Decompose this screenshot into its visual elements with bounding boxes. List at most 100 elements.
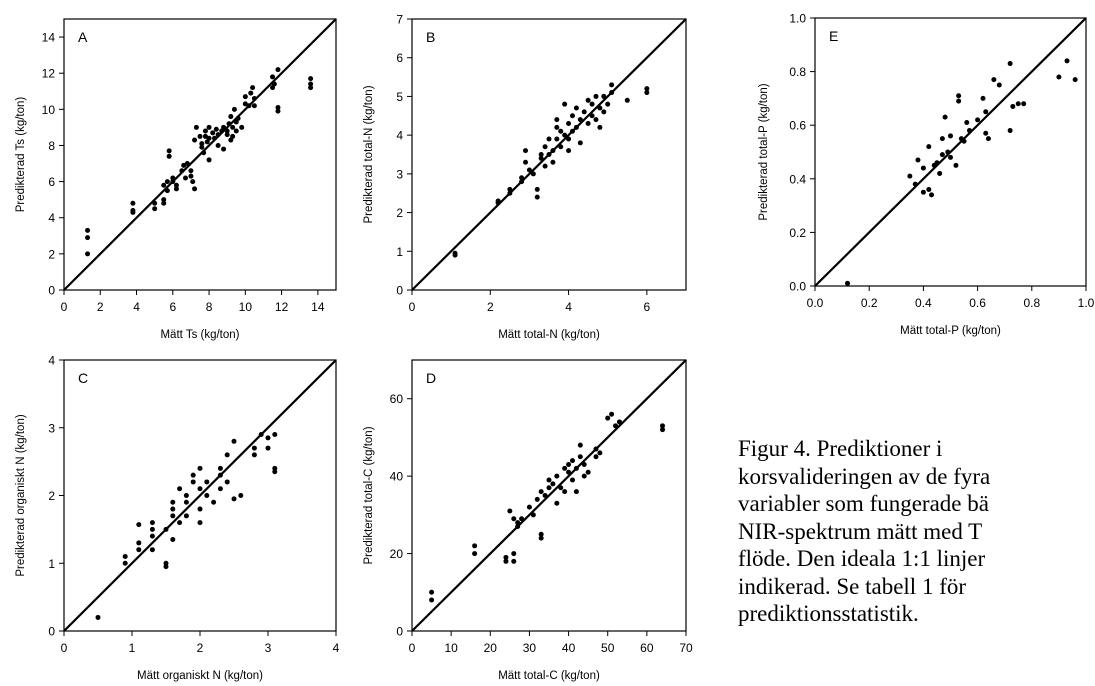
panel-a-data-point [164, 179, 170, 185]
panel-a-data-point [224, 128, 230, 134]
panel-d-data-point [538, 531, 544, 537]
panel-e-data-point [945, 149, 951, 155]
panel-c-data-point [170, 506, 176, 512]
panel-b-data-point [554, 117, 560, 123]
panel-b-data-point [601, 93, 607, 99]
panel-c-data-point [238, 493, 244, 498]
panel-d-data-point [558, 485, 564, 491]
panel-d-data-point [577, 454, 583, 460]
panel-b-data-point [558, 144, 564, 150]
panel-d-data-point [593, 446, 599, 452]
panel-e-data-point [966, 128, 972, 134]
panel-d-x-tick-label: 10 [444, 641, 458, 655]
panel-e-data-point [1056, 74, 1062, 80]
panel-b-y-tick-label: 1 [396, 245, 403, 259]
panel-e-data-point [983, 130, 989, 136]
panel-e-identity-line [814, 17, 1087, 287]
panel-e-data-point [920, 189, 926, 195]
panel-e-x-tick-label: 0.4 [915, 296, 932, 310]
panel-a-data-point [188, 173, 194, 179]
panel-a-data-point [206, 124, 212, 130]
panel-b-data-point [507, 190, 513, 196]
panel-d-data-point [503, 554, 509, 560]
panel-e-data-point [953, 162, 959, 168]
panel-b-x-tick-label: 6 [644, 300, 651, 314]
panel-a-data-point [210, 130, 216, 136]
panel-d-data-point [569, 477, 575, 483]
panel-d-data-point [593, 454, 599, 460]
panel-a-data-point [179, 168, 185, 174]
panel-c-data-point [197, 465, 203, 471]
panel-c-data-point [251, 452, 257, 458]
panel-c-data-point [122, 560, 128, 566]
panel-c-x-tick-label: 4 [333, 641, 340, 655]
panel-a-data-point [173, 182, 179, 188]
panel-d-data-point [660, 423, 666, 429]
panel-c-x-tick-label: 3 [265, 641, 272, 655]
panel-d-data-point [554, 473, 560, 479]
panel-e-data-point [912, 181, 918, 187]
panel-a-data-point [221, 124, 227, 130]
panel-e-y-tick-label: 1.0 [789, 12, 806, 26]
caption-line: korsvalideringen av de fyra [738, 463, 991, 489]
panel-b-data-point [573, 105, 579, 111]
panel-b-data-point [550, 159, 556, 165]
panel-b-data-point [609, 90, 615, 96]
panel-a-frame [63, 18, 337, 291]
panel-e-label: E [829, 28, 838, 44]
panel-c-data-point [136, 522, 142, 528]
panel-c-x-tick-label: 2 [197, 641, 204, 655]
panel-d-data-point [542, 493, 548, 498]
panel-b-data-point [534, 186, 540, 192]
panel-c-data-point [204, 493, 210, 498]
panel-b-y-tick-label: 4 [396, 129, 403, 143]
panel-b-data-point [519, 175, 525, 181]
panel-b-data-point [523, 148, 529, 154]
panel-a-data-point [184, 161, 190, 167]
panel-c-x-tick-label: 1 [129, 641, 136, 655]
panel-c-data-point [177, 520, 183, 526]
panel-b-y-tick-label: 5 [396, 90, 403, 104]
panel-b-data-point [644, 90, 650, 96]
panel-a-y-tick-label: 6 [48, 175, 55, 189]
panel-b-y-tick-label: 6 [396, 51, 403, 65]
panel-b-y-tick-label: 3 [396, 167, 403, 181]
panel-e-x-tick-label: 0.8 [1023, 296, 1040, 310]
panel-b-data-point [609, 82, 615, 88]
panel-e-data-point [1015, 101, 1021, 107]
panel-b-y-tick-label: 2 [396, 206, 403, 220]
panel-b-data-point [523, 159, 529, 165]
panel-c-x-axis-title: Mätt organiskt N (kg/ton) [137, 670, 263, 682]
panel-a-data-point [275, 108, 281, 114]
panel-a-data-point [250, 85, 256, 91]
panel-c-x-tick-label: 0 [61, 641, 68, 655]
panel-a-x-tick-label: 4 [133, 300, 140, 314]
panel-e-data-point [1010, 103, 1016, 109]
panel-c-data-point [224, 452, 230, 458]
panel-d-x-tick-label: 20 [484, 641, 498, 655]
panel-c-y-tick-label: 0 [48, 625, 55, 639]
panel-a-data-point [231, 106, 237, 112]
panel-d-data-point [526, 504, 532, 510]
panel-c-data-point [197, 506, 203, 512]
panel-a-data-point [85, 251, 91, 257]
panel-c-y-axis-title: Predikterad organiskt N (kg/ton) [15, 414, 27, 577]
panel-e-data-point [937, 170, 943, 176]
panel-a-data-point [164, 188, 170, 194]
panel-a-data-point [192, 137, 198, 143]
panel-e-y-axis-title: Predikterad total-P (kg/ton) [758, 83, 770, 220]
panel-d-data-point [429, 589, 435, 595]
panel-a-data-point [275, 67, 281, 73]
panel-a-data-point [308, 76, 314, 82]
panel-c-data-point [183, 513, 189, 519]
panel-e-x-axis-title: Mätt total-P (kg/ton) [900, 325, 1001, 337]
panel-b-data-point [597, 124, 603, 130]
panel-e-data-point [975, 117, 981, 123]
panel-d-x-tick-label: 30 [523, 641, 537, 655]
panel-e-data-point [980, 95, 986, 101]
panel-a-y-tick-label: 8 [48, 139, 55, 153]
panel-a-data-point [182, 175, 188, 181]
panel-b-data-point [581, 109, 587, 115]
panel-e-data-point [961, 138, 967, 144]
panel-a-data-point [152, 206, 158, 212]
